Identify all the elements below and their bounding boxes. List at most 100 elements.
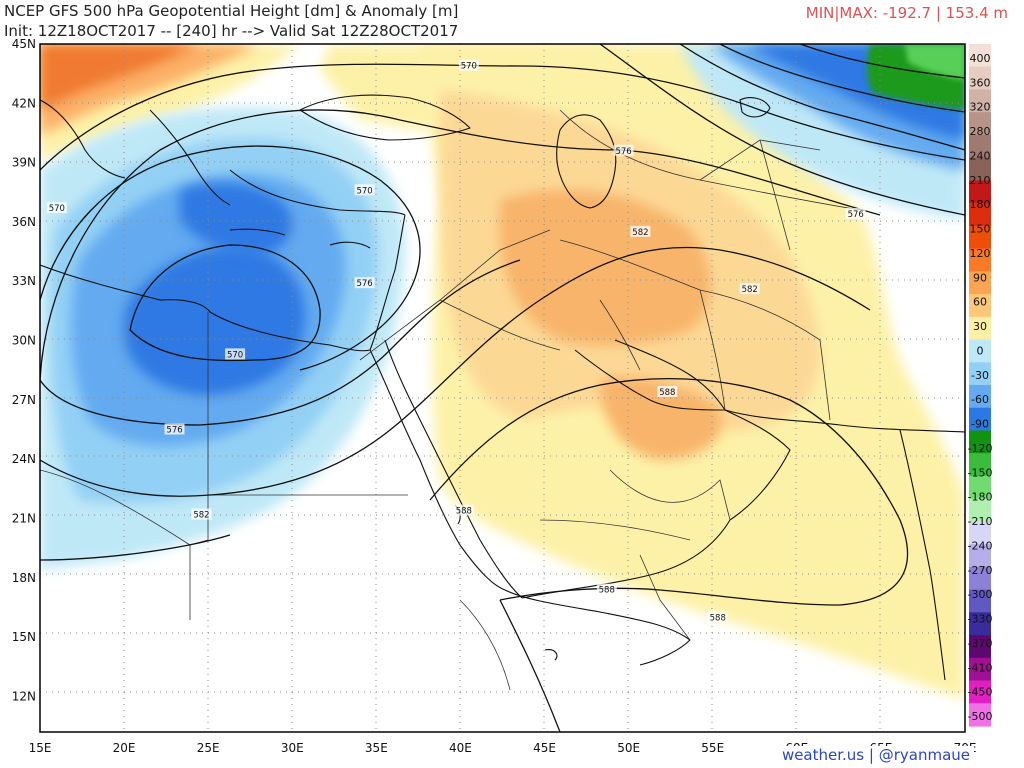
contour-label: 576 xyxy=(615,147,631,157)
contour-label: 588 xyxy=(659,388,675,398)
colorbar-label: 360 xyxy=(970,76,991,89)
min-max-readout: MIN|MAX: -192.7 | 153.4 m xyxy=(805,4,1008,22)
lon-tick-label: 40E xyxy=(449,741,472,755)
colorbar-swatch xyxy=(969,134,991,159)
lon-tick-label: 45E xyxy=(533,741,556,755)
colorbar-label: 120 xyxy=(970,247,991,260)
chart-title: NCEP GFS 500 hPa Geopotential Height [dm… xyxy=(4,2,459,20)
lat-tick-label: 45N xyxy=(12,37,36,51)
lat-tick-label: 27N xyxy=(12,393,36,407)
colorbar-label: -30 xyxy=(971,369,989,382)
colorbar-label: 60 xyxy=(973,296,987,309)
colorbar-swatch xyxy=(969,44,991,68)
lat-tick-label: 24N xyxy=(12,452,36,466)
colorbar-label: 90 xyxy=(973,271,987,284)
lat-tick-label: 33N xyxy=(12,274,36,288)
contour-label-bg xyxy=(845,208,866,220)
contour-labels: 570 576 570 570 582 576 576 582 570 588 576 582 588 5… xyxy=(46,59,866,623)
colorbar-swatch xyxy=(969,635,991,659)
lon-tick-label: 30E xyxy=(281,741,304,755)
colorbar-label: 30 xyxy=(973,320,987,333)
colorbar-label: 280 xyxy=(970,125,991,138)
contour-label: 570 xyxy=(227,350,243,360)
colorbar-swatch xyxy=(969,612,991,636)
colorbar-swatch xyxy=(969,566,991,591)
colorbar-swatch xyxy=(969,225,991,250)
colorbar-swatch xyxy=(969,271,991,295)
contour-label-bg xyxy=(613,144,634,156)
colorbar-label: -180 xyxy=(968,491,993,504)
colorbar-swatch xyxy=(969,407,991,432)
lat-tick-label: 30N xyxy=(12,334,36,348)
lat-tick-label: 36N xyxy=(12,215,36,229)
colorbar-label: 400 xyxy=(970,52,991,65)
contour-label: 588 xyxy=(710,613,726,623)
contour-label: 582 xyxy=(742,285,758,295)
contour-label: 576 xyxy=(848,210,864,220)
contour-label-bg xyxy=(164,423,185,435)
colorbar-swatch xyxy=(969,180,991,204)
colorbar-label: -410 xyxy=(968,661,993,674)
colorbar-swatch xyxy=(969,112,991,136)
colorbar-swatch xyxy=(969,362,991,386)
colorbar-swatch xyxy=(969,430,991,454)
contour-label: 570 xyxy=(461,62,477,72)
colorbar-label: -270 xyxy=(968,564,993,577)
contour-label: 582 xyxy=(193,511,209,521)
colorbar-label: -210 xyxy=(968,515,993,528)
colorbar-label: -330 xyxy=(968,613,993,626)
colorbar-swatch xyxy=(969,703,991,727)
chart-subtitle: Init: 12Z18OCT2017 -- [240] hr --> Valid… xyxy=(4,22,459,40)
colorbar-label: -240 xyxy=(968,539,993,552)
borders xyxy=(40,109,861,691)
colorbar-swatch xyxy=(969,89,991,113)
contour-label: 570 xyxy=(356,186,372,196)
colorbar-swatch xyxy=(969,680,991,704)
colorbar-swatch xyxy=(969,544,991,568)
contour-label-bg xyxy=(739,283,760,295)
latitude-axis: 45N 42N 39N 36N 33N 30N 27N 24N 21N 18N 15N 12N xyxy=(12,37,36,703)
colorbar-swatch xyxy=(969,475,991,500)
contour-label: 576 xyxy=(166,426,182,436)
lon-tick-label: 35E xyxy=(365,741,388,755)
colorbar-label: 180 xyxy=(970,198,991,211)
colorbar-label: 240 xyxy=(970,149,991,162)
lat-tick-label: 12N xyxy=(12,689,36,703)
contour-label-bg xyxy=(630,225,651,237)
colorbar-label: -450 xyxy=(968,686,993,699)
height-contours xyxy=(40,44,965,732)
colorbar-label: -60 xyxy=(971,393,989,406)
contour-label: 576 xyxy=(356,279,372,289)
colorbar-swatch xyxy=(969,498,991,522)
contour-label-bg xyxy=(458,59,479,71)
contour-label: 582 xyxy=(632,228,648,238)
colorbar-label: 210 xyxy=(970,174,991,187)
colorbar-swatch xyxy=(969,657,991,682)
colorbar-label: 150 xyxy=(970,223,991,236)
graticule xyxy=(40,44,965,732)
colorbar-label: -150 xyxy=(968,466,993,479)
lat-tick-label: 15N xyxy=(12,630,36,644)
colorbar-swatch xyxy=(969,66,991,91)
colorbar-swatch xyxy=(969,248,991,272)
lat-tick-label: 42N xyxy=(12,96,36,110)
longitude-axis: 15E20E25E30E35E40E45E50E55E60E65E70E xyxy=(29,741,977,755)
contour-label-bg xyxy=(225,348,246,360)
lat-tick-label: 21N xyxy=(12,511,36,525)
lon-tick-label: 55E xyxy=(701,741,724,755)
contour-label-bg xyxy=(657,385,678,397)
contour-label-bg xyxy=(453,504,474,516)
colorbar-swatch xyxy=(969,589,991,613)
colorbar-label: -370 xyxy=(968,637,993,650)
colorbar-label: -90 xyxy=(971,418,989,431)
contour-label: 570 xyxy=(49,204,65,214)
colorbar-swatch xyxy=(969,157,991,181)
credit-watermark: weather.us | @ryanmaue xyxy=(777,746,974,764)
colorbar-label: -300 xyxy=(968,588,993,601)
contour-label-bg xyxy=(707,611,728,623)
lon-tick-label: 25E xyxy=(197,741,220,755)
anomaly-colorbar: 400 360 320 280 240 210 180 150 120 90 60 30 0 -30 -60… xyxy=(968,44,993,727)
contour-label-bg xyxy=(46,202,67,214)
lon-tick-label: 15E xyxy=(29,741,52,755)
